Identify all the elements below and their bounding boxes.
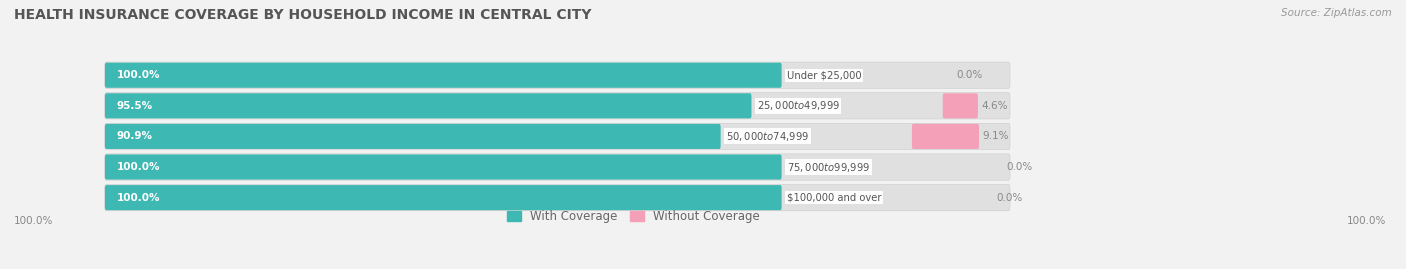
Text: Source: ZipAtlas.com: Source: ZipAtlas.com <box>1281 8 1392 18</box>
Text: 4.6%: 4.6% <box>981 101 1008 111</box>
FancyBboxPatch shape <box>105 124 721 149</box>
FancyBboxPatch shape <box>912 124 979 149</box>
FancyBboxPatch shape <box>104 93 1010 119</box>
Text: 0.0%: 0.0% <box>997 193 1022 203</box>
FancyBboxPatch shape <box>104 123 1010 150</box>
FancyBboxPatch shape <box>104 154 1010 180</box>
Text: $75,000 to $99,999: $75,000 to $99,999 <box>787 161 870 174</box>
Text: 100.0%: 100.0% <box>117 162 160 172</box>
Text: 95.5%: 95.5% <box>117 101 153 111</box>
FancyBboxPatch shape <box>105 154 782 180</box>
Text: 100.0%: 100.0% <box>117 70 160 80</box>
FancyBboxPatch shape <box>943 93 979 118</box>
Text: 9.1%: 9.1% <box>983 132 1010 141</box>
Text: $100,000 and over: $100,000 and over <box>787 193 882 203</box>
FancyBboxPatch shape <box>105 93 751 118</box>
FancyBboxPatch shape <box>104 62 1010 89</box>
Text: 100.0%: 100.0% <box>1347 215 1386 226</box>
Text: $50,000 to $74,999: $50,000 to $74,999 <box>725 130 808 143</box>
Text: HEALTH INSURANCE COVERAGE BY HOUSEHOLD INCOME IN CENTRAL CITY: HEALTH INSURANCE COVERAGE BY HOUSEHOLD I… <box>14 8 592 22</box>
FancyBboxPatch shape <box>105 63 782 88</box>
Text: Under $25,000: Under $25,000 <box>787 70 862 80</box>
Text: 0.0%: 0.0% <box>1007 162 1032 172</box>
FancyBboxPatch shape <box>104 185 1010 211</box>
FancyBboxPatch shape <box>105 185 782 210</box>
Text: 90.9%: 90.9% <box>117 132 153 141</box>
Text: 0.0%: 0.0% <box>956 70 983 80</box>
Legend: With Coverage, Without Coverage: With Coverage, Without Coverage <box>502 206 765 228</box>
Text: 100.0%: 100.0% <box>14 215 53 226</box>
Text: $25,000 to $49,999: $25,000 to $49,999 <box>756 99 839 112</box>
Text: 100.0%: 100.0% <box>117 193 160 203</box>
